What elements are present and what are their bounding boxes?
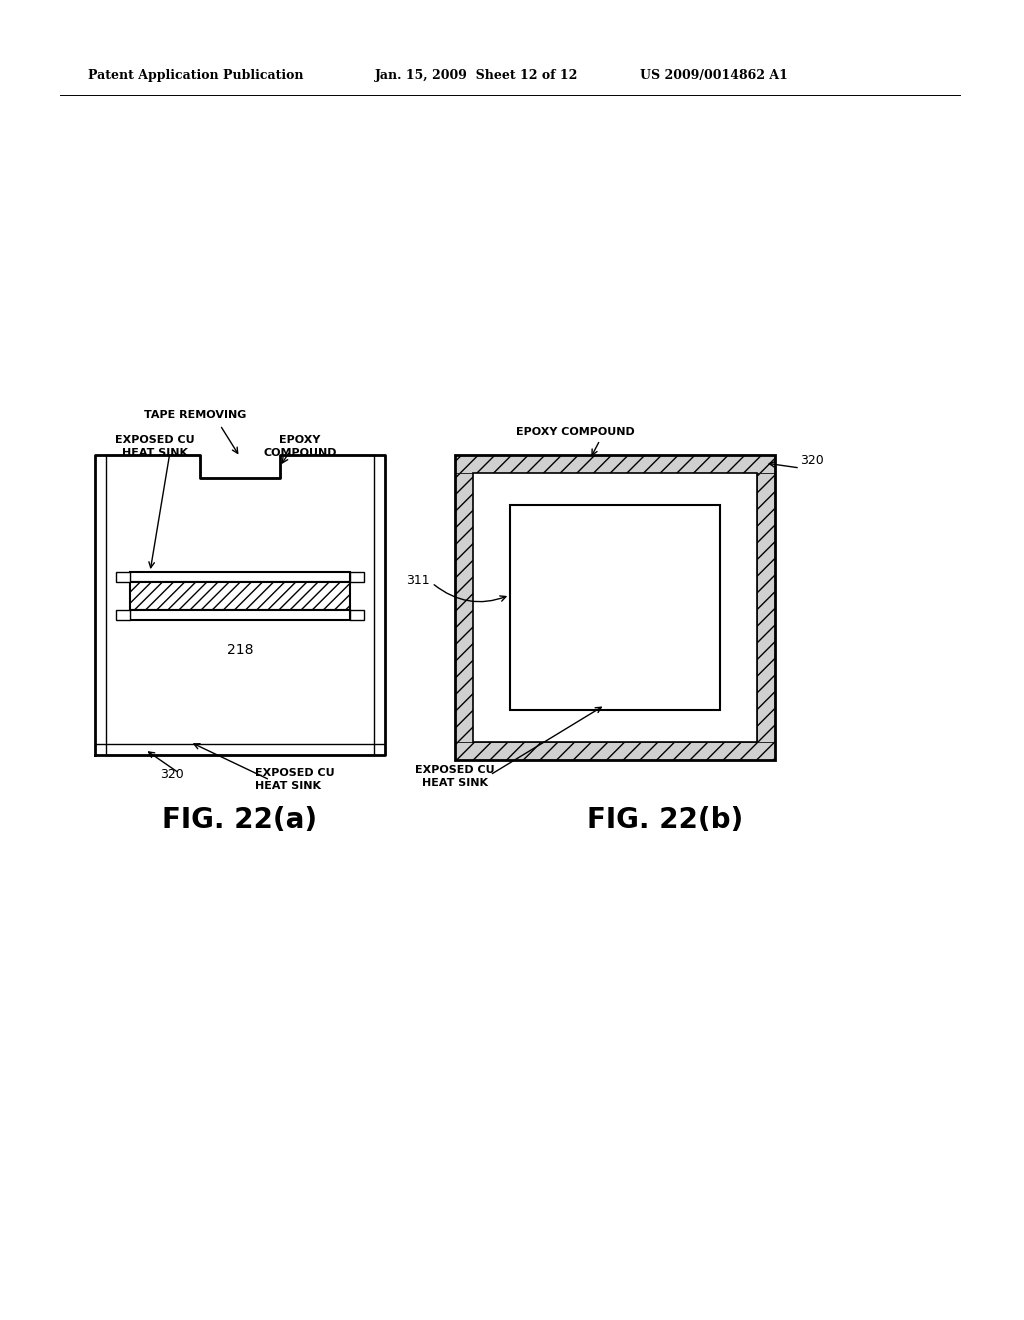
Text: COMPOUND: COMPOUND [263,447,337,458]
Text: HEAT SINK: HEAT SINK [422,777,488,788]
Bar [130,610,350,620]
Text: 218: 218 [226,643,253,657]
Bar [455,455,775,760]
Bar [116,610,130,620]
Text: HEAT SINK: HEAT SINK [255,781,321,791]
Text: Patent Application Publication: Patent Application Publication [88,69,303,82]
Bar [473,473,757,742]
Bar [510,506,720,710]
Text: EPOXY COMPOUND: EPOXY COMPOUND [516,426,635,437]
Text: TAPE REMOVING: TAPE REMOVING [143,411,246,420]
Text: 320: 320 [160,768,184,781]
Text: EXPOSED CU: EXPOSED CU [255,768,335,777]
Text: EPOXY: EPOXY [280,436,321,445]
Bar [455,742,775,760]
Text: HEAT SINK: HEAT SINK [122,447,188,458]
Text: 311: 311 [407,573,430,586]
Bar [350,610,364,620]
Text: EXPOSED CU: EXPOSED CU [415,766,495,775]
Bar [455,455,775,473]
Bar [130,572,350,582]
Bar [116,572,130,582]
Bar [130,582,350,610]
Text: US 2009/0014862 A1: US 2009/0014862 A1 [640,69,787,82]
Text: FIG. 22(b): FIG. 22(b) [587,807,743,834]
Text: FIG. 22(a): FIG. 22(a) [163,807,317,834]
Text: EXPOSED CU: EXPOSED CU [115,436,195,445]
Bar [350,572,364,582]
Bar [757,473,775,742]
Bar [455,473,473,742]
Text: 320: 320 [800,454,823,466]
Text: Jan. 15, 2009  Sheet 12 of 12: Jan. 15, 2009 Sheet 12 of 12 [375,69,579,82]
